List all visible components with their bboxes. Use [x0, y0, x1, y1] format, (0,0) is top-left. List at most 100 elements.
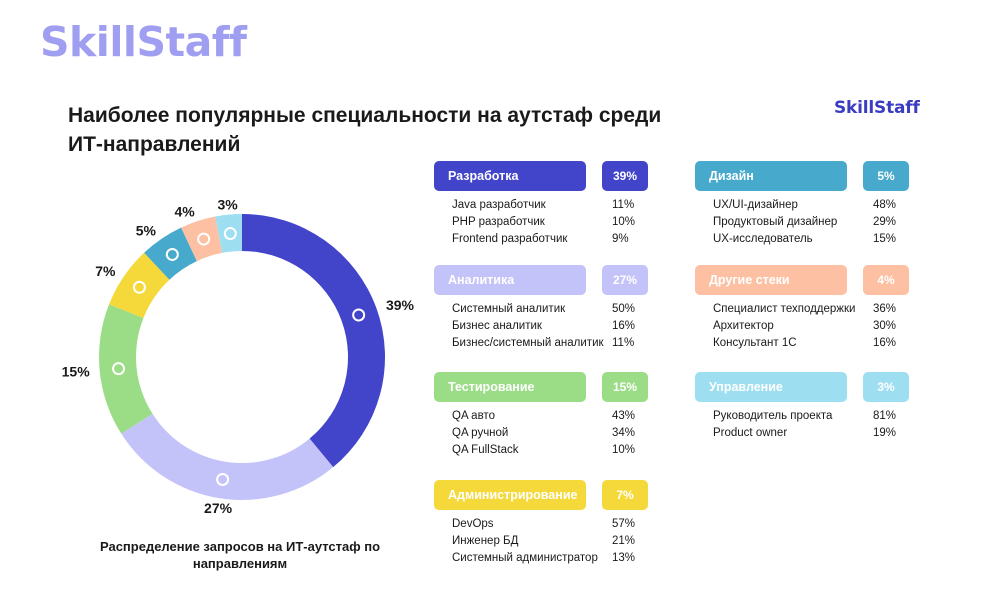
- specialty-row: Специалист техподдержки 36%: [695, 301, 911, 318]
- donut-label-dev: 39%: [386, 297, 415, 313]
- donut-chart: 39% 27% 15% 7% 5% 4% 3%: [62, 197, 415, 516]
- chart-caption: Распределение запросов на ИТ-аутстаф по …: [99, 539, 381, 571]
- group-percent-badge: 7%: [602, 480, 648, 510]
- specialty-name: Продуктовый дизайнер: [713, 216, 838, 228]
- specialty-row: UX/UI-дизайнер 48%: [695, 197, 911, 214]
- group-header: Администрирование 7%: [434, 480, 650, 510]
- specialty-row: Java разработчик 11%: [434, 197, 650, 214]
- specialty-percent: 29%: [873, 216, 897, 228]
- group-percent-badge: 15%: [602, 372, 648, 402]
- specialty-percent: 11%: [612, 199, 635, 211]
- specialty-percent: 36%: [873, 303, 897, 315]
- specialty-percent: 16%: [612, 320, 636, 332]
- specialty-row: Frontend разработчик 9%: [434, 231, 650, 248]
- specialty-percent: 10%: [612, 444, 636, 456]
- group-analytics: Аналитика 27% Системный аналитик 50% Бизнес …: [434, 265, 650, 352]
- donut-label-admin: 7%: [95, 263, 116, 279]
- group-management: Управление 3% Руководитель проекта 81% Produ…: [695, 372, 911, 442]
- group-name-badge: Другие стеки: [695, 265, 847, 295]
- donut-slice-testing: [99, 304, 153, 434]
- group-header: Управление 3%: [695, 372, 911, 402]
- specialty-percent: 48%: [873, 199, 897, 211]
- specialty-name: UX-исследователь: [713, 233, 813, 245]
- specialty-name: Инженер БД: [452, 535, 519, 547]
- specialty-name: Product owner: [713, 427, 788, 439]
- specialty-row: Продуктовый дизайнер 29%: [695, 214, 911, 231]
- specialty-percent: 81%: [873, 410, 897, 422]
- group-header: Разработка 39%: [434, 161, 650, 191]
- group-name-badge: Управление: [695, 372, 847, 402]
- specialty-name: Руководитель проекта: [713, 410, 833, 422]
- specialty-row: Системный администратор 13%: [434, 550, 650, 567]
- specialty-row: QA ручной 34%: [434, 425, 650, 442]
- page-title: Наиболее популярные специальности на аут…: [68, 104, 662, 156]
- brand-logo: SkillStaff: [40, 18, 247, 66]
- specialty-percent: 43%: [612, 410, 636, 422]
- group-name-badge: Дизайн: [695, 161, 847, 191]
- donut-slice-analytics: [121, 413, 334, 500]
- specialty-name: Специалист техподдержки: [713, 303, 856, 315]
- group-testing: Тестирование 15% QA авто 43% QA ручной 34% QA …: [434, 372, 650, 459]
- specialty-row: Бизнес аналитик 16%: [434, 318, 650, 335]
- donut-marker-other: [197, 232, 211, 246]
- donut-marker-admin: [132, 280, 146, 294]
- specialty-percent: 57%: [612, 518, 636, 530]
- specialty-row: DevOps 57%: [434, 516, 650, 533]
- specialty-name: QA авто: [452, 410, 495, 422]
- donut-marker-management: [223, 227, 237, 241]
- specialty-row: UX-исследователь 15%: [695, 231, 911, 248]
- brand-logo-small: SkillStaff: [834, 98, 920, 118]
- group-percent-badge: 3%: [863, 372, 909, 402]
- donut-label-design: 5%: [136, 222, 157, 238]
- donut-marker-analytics: [216, 472, 230, 486]
- specialty-name: Архитектор: [713, 320, 774, 332]
- specialty-percent: 9%: [612, 233, 629, 245]
- group-design: Дизайн 5% UX/UI-дизайнер 48% Продуктовый диз…: [695, 161, 911, 248]
- specialty-name: Java разработчик: [452, 199, 546, 211]
- group-percent-badge: 27%: [602, 265, 648, 295]
- specialty-percent: 16%: [873, 337, 897, 349]
- donut-marker-design: [165, 247, 179, 261]
- group-name-badge: Администрирование: [434, 480, 586, 510]
- donut-label-testing: 15%: [62, 363, 91, 379]
- specialty-row: QA авто 43%: [434, 408, 650, 425]
- specialty-name: Системный аналитик: [452, 303, 566, 315]
- specialty-name: Бизнес аналитик: [452, 320, 542, 332]
- specialty-percent: 34%: [612, 427, 636, 439]
- group-name-badge: Тестирование: [434, 372, 586, 402]
- specialty-name: Бизнес/системный аналитик: [452, 337, 604, 349]
- specialty-row: QA FullStack 10%: [434, 442, 650, 459]
- group-percent-badge: 39%: [602, 161, 648, 191]
- specialty-percent: 13%: [612, 552, 636, 564]
- specialty-row: PHP разработчик 10%: [434, 214, 650, 231]
- specialty-percent: 10%: [612, 216, 636, 228]
- specialty-percent: 11%: [612, 337, 635, 349]
- group-header: Тестирование 15%: [434, 372, 650, 402]
- group-percent-badge: 4%: [863, 265, 909, 295]
- specialty-row: Системный аналитик 50%: [434, 301, 650, 318]
- specialty-row: Бизнес/системный аналитик 11%: [434, 335, 650, 352]
- group-other: Другие стеки 4% Специалист техподдержки 36%…: [695, 265, 911, 352]
- specialty-name: Системный администратор: [452, 552, 598, 564]
- specialty-row: Инженер БД 21%: [434, 533, 650, 550]
- specialty-name: UX/UI-дизайнер: [713, 199, 798, 211]
- specialty-percent: 19%: [873, 427, 897, 439]
- specialty-name: Frontend разработчик: [452, 233, 568, 245]
- specialty-percent: 50%: [612, 303, 636, 315]
- donut-label-other: 4%: [174, 203, 195, 219]
- specialty-row: Архитектор 30%: [695, 318, 911, 335]
- specialty-row: Руководитель проекта 81%: [695, 408, 911, 425]
- group-percent-badge: 5%: [863, 161, 909, 191]
- group-header: Дизайн 5%: [695, 161, 911, 191]
- donut-marker-testing: [112, 362, 126, 376]
- specialty-name: PHP разработчик: [452, 216, 545, 228]
- specialty-row: Product owner 19%: [695, 425, 911, 442]
- specialty-percent: 15%: [873, 233, 897, 245]
- donut-label-analytics: 27%: [204, 500, 233, 516]
- specialty-row: Консультант 1С 16%: [695, 335, 911, 352]
- specialty-percent: 30%: [873, 320, 897, 332]
- specialty-name: QA FullStack: [452, 444, 519, 456]
- group-header: Другие стеки 4%: [695, 265, 911, 295]
- group-name-badge: Разработка: [434, 161, 586, 191]
- group-admin: Администрирование 7% DevOps 57% Инженер БД 21…: [434, 480, 650, 567]
